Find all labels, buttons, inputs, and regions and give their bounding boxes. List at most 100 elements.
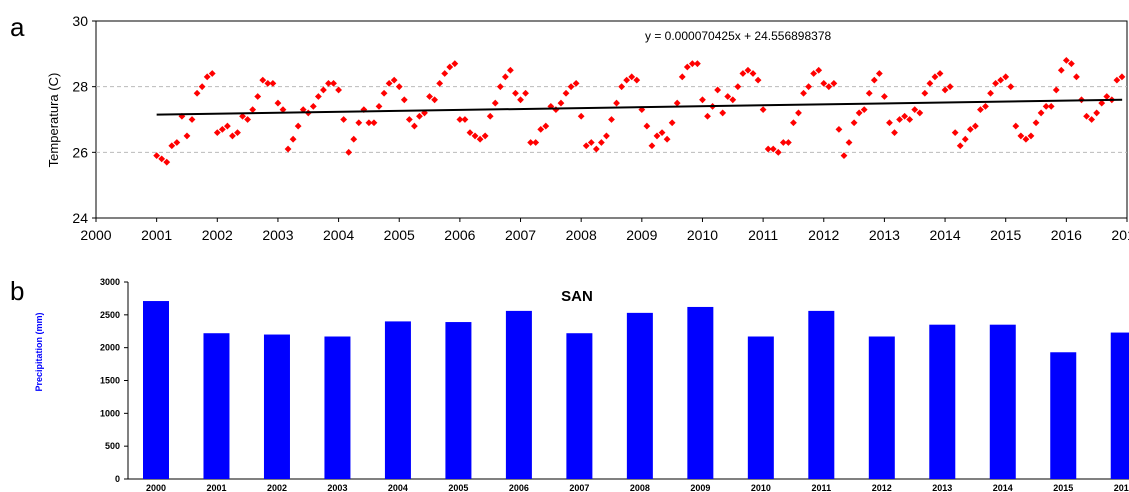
x-tick-label: 2010 (687, 227, 718, 243)
temperature-point (1118, 73, 1126, 81)
temperature-point (557, 99, 565, 107)
temperature-point (734, 83, 742, 91)
temperature-point (815, 66, 823, 74)
temperature-point (764, 145, 772, 153)
temperature-plot-area (95, 20, 1128, 219)
precipitation-bar (505, 310, 532, 479)
x-tick-label: 2008 (630, 483, 650, 492)
temperature-point (486, 112, 494, 120)
temperature-point (471, 132, 479, 140)
x-tick-label: 2001 (141, 227, 172, 243)
temperature-point (527, 139, 535, 146)
temperature-point (759, 106, 767, 114)
temperature-point (875, 70, 883, 77)
temperature-point (774, 148, 782, 156)
temperature-point (218, 125, 226, 133)
temperature-point (729, 96, 737, 104)
temperature-point (724, 93, 732, 100)
temperature-point (345, 148, 353, 156)
precipitation-bar (929, 324, 956, 479)
temperature-point (623, 76, 631, 84)
temperature-point (325, 79, 332, 87)
temperature-point (254, 93, 262, 100)
temperature-point (385, 79, 393, 87)
temperature-point (744, 66, 752, 74)
temperature-point (451, 60, 459, 68)
temperature-point (779, 139, 787, 146)
temperature-point (244, 116, 252, 123)
temperature-point (410, 122, 418, 130)
temperature-x-ticks: 2000 2001 2002 2003 2004 2005 2006 2007 2008 2009… (80, 218, 1129, 243)
temperature-point (193, 89, 201, 97)
temperature-point (881, 93, 888, 100)
temperature-point (1052, 86, 1060, 94)
temperature-point (603, 132, 610, 140)
temperature-point (507, 66, 514, 74)
x-tick-label: 2005 (448, 483, 468, 492)
precipitation-bar (626, 312, 653, 479)
temperature-point (431, 96, 439, 104)
precipitation-bar (868, 336, 895, 479)
x-tick-label: 2002 (202, 227, 233, 243)
x-tick-label: 2009 (690, 483, 710, 492)
temperature-point (249, 106, 257, 114)
temperature-point (921, 89, 929, 97)
temperature-point (481, 132, 489, 140)
temperature-point (587, 139, 595, 146)
temperature-point (931, 73, 939, 81)
precipitation-bar (445, 322, 472, 479)
temperature-point (1047, 102, 1055, 110)
temperature-point (441, 70, 449, 77)
x-tick-label: 2009 (626, 227, 657, 243)
temperature-point (633, 76, 641, 84)
temperature-point (648, 142, 656, 150)
precipitation-bars (143, 301, 1129, 479)
temperature-point (567, 83, 575, 91)
temperature-point (350, 135, 358, 143)
temperature-point (825, 83, 833, 91)
temperature-point (370, 119, 378, 127)
temperature-point (562, 89, 570, 97)
x-tick-label: 2017 (1111, 227, 1129, 243)
temperature-point (158, 155, 166, 163)
temperature-point (1068, 60, 1075, 68)
temperature-point (1057, 66, 1065, 74)
temperature-point (1022, 135, 1030, 143)
temperature-point (496, 83, 504, 91)
temperature-point (906, 116, 914, 123)
temperature-point (269, 79, 277, 87)
temperature-point (739, 70, 747, 77)
temperature-point (572, 79, 580, 87)
precipitation-x-ticks: 2000 2001 2002 2003 2004 2005 2006 2007 2008 2009… (146, 483, 1129, 492)
precipitation-bar (384, 321, 411, 479)
temperature-point (886, 119, 893, 127)
temperature-point (694, 60, 701, 68)
temperature-point (426, 93, 433, 100)
temperature-point (577, 112, 585, 120)
temperature-point (522, 89, 529, 97)
temperature-point (916, 109, 924, 117)
temperature-point (264, 79, 272, 87)
x-tick-label: 2004 (323, 227, 354, 243)
temperature-point (1037, 109, 1045, 117)
precipitation-bar (566, 333, 593, 479)
temperature-point (1032, 119, 1040, 127)
temperature-point (532, 139, 540, 146)
temperature-point (865, 89, 873, 97)
x-tick-label: 2016 (1114, 483, 1129, 492)
temperature-point (901, 112, 909, 120)
temperature-point (183, 132, 191, 140)
temperature-point (1027, 132, 1035, 140)
temperature-point (1083, 112, 1090, 120)
y-tick-label: 30 (72, 13, 88, 29)
precipitation-title: SAN (561, 288, 593, 305)
precipitation-bar (1110, 332, 1129, 479)
precipitation-bar (1050, 352, 1077, 479)
temperature-point (820, 79, 828, 87)
temperature-point (153, 152, 161, 160)
temperature-point (335, 86, 342, 94)
precipitation-y-axis-label: Precipitation (mm) (34, 312, 44, 391)
temperature-point (840, 152, 848, 160)
